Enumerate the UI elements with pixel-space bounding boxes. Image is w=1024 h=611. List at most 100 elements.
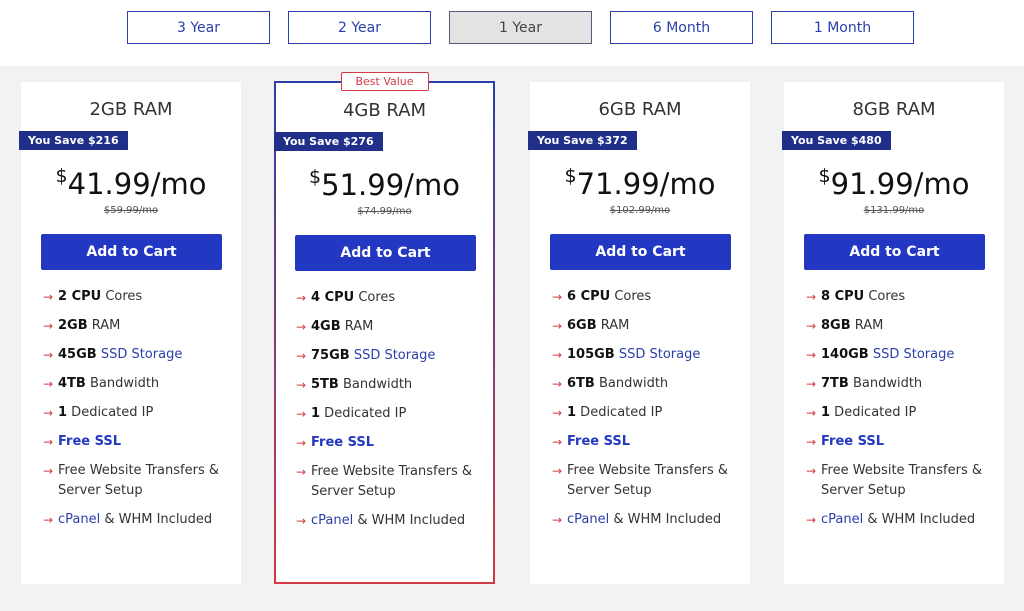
add-to-cart-button[interactable]: Add to Cart <box>804 234 985 270</box>
feature-label: Dedicated IP <box>576 405 663 420</box>
feature-value: 1 <box>567 405 577 420</box>
feature-label: Cores <box>864 289 906 304</box>
feature-value: 1 <box>311 406 321 421</box>
period-tab-6-month[interactable]: 6 Month <box>610 11 753 44</box>
feature-cpu: → 2 CPU Cores <box>43 287 231 307</box>
feature-transfers: → Free Website Transfers & Server Setup <box>552 461 740 501</box>
currency-symbol: $ <box>55 165 68 187</box>
arrow-right-icon: → <box>43 290 54 304</box>
arrow-right-icon: → <box>552 377 563 391</box>
period-tab-1-month[interactable]: 1 Month <box>771 11 914 44</box>
period-tab-2-year[interactable]: 2 Year <box>288 11 431 44</box>
arrow-right-icon: → <box>552 290 563 304</box>
feature-cpu: → 8 CPU Cores <box>806 287 994 307</box>
feature-ram: → 4GB RAM <box>296 317 483 337</box>
feature-value: 2GB <box>58 318 88 333</box>
price-amount: 51.99 <box>321 168 405 202</box>
savings-badge: You Save $372 <box>528 131 637 150</box>
arrow-right-icon: → <box>296 349 307 363</box>
feature-label: & WHM Included <box>863 512 976 527</box>
feature-dedicated-ip: → 1 Dedicated IP <box>552 403 740 423</box>
arrow-right-icon: → <box>296 407 307 421</box>
feature-list: → 6 CPU Cores → 6GB RAM → 105GB SSD Storage… <box>552 287 740 539</box>
ssd-storage-link[interactable]: SSD Storage <box>353 348 436 363</box>
add-to-cart-button[interactable]: Add to Cart <box>550 234 731 270</box>
arrow-right-icon: → <box>552 513 563 527</box>
period-tab-3-year[interactable]: 3 Year <box>127 11 270 44</box>
feature-label: & WHM Included <box>609 512 722 527</box>
arrow-right-icon: → <box>806 406 817 420</box>
arrow-right-icon: → <box>552 464 563 478</box>
feature-dedicated-ip: → 1 Dedicated IP <box>296 404 483 424</box>
arrow-right-icon: → <box>552 435 563 449</box>
feature-bandwidth: → 5TB Bandwidth <box>296 375 483 395</box>
free-ssl-link[interactable]: Free SSL <box>567 434 631 449</box>
feature-value: 7TB <box>821 376 849 391</box>
arrow-right-icon: → <box>43 377 54 391</box>
feature-label: Free Website Transfers & Server Setup <box>311 464 472 499</box>
cpanel-link[interactable]: cPanel <box>58 512 101 527</box>
feature-storage: → 45GB SSD Storage <box>43 345 231 365</box>
original-price: $74.99/mo <box>357 206 412 217</box>
arrow-right-icon: → <box>806 464 817 478</box>
cpanel-link[interactable]: cPanel <box>567 512 610 527</box>
feature-transfers: → Free Website Transfers & Server Setup <box>43 461 231 501</box>
cpanel-link[interactable]: cPanel <box>821 512 864 527</box>
plan-card: 6GB RAM You Save $372 $71.99/mo $102.99/… <box>528 82 750 584</box>
feature-storage: → 105GB SSD Storage <box>552 345 740 365</box>
plan-card: 2GB RAM You Save $216 $41.99/mo $59.99/m… <box>19 82 241 584</box>
plan-card: 8GB RAM You Save $480 $91.99/mo $131.99/… <box>782 82 1004 584</box>
price-amount: 41.99 <box>67 167 151 201</box>
feature-cpu: → 6 CPU Cores <box>552 287 740 307</box>
feature-dedicated-ip: → 1 Dedicated IP <box>43 403 231 423</box>
feature-label: & WHM Included <box>353 513 466 528</box>
price-period: /mo <box>659 167 716 201</box>
arrow-right-icon: → <box>806 377 817 391</box>
plan-title: 2GB RAM <box>89 99 173 120</box>
price: $91.99/mo <box>784 165 1004 201</box>
feature-value: 2 CPU <box>58 289 102 304</box>
feature-label: Bandwidth <box>338 377 413 392</box>
savings-badge: You Save $216 <box>19 131 128 150</box>
cpanel-link[interactable]: cPanel <box>311 513 354 528</box>
price-amount: 71.99 <box>576 167 660 201</box>
ssd-storage-link[interactable]: SSD Storage <box>100 347 183 362</box>
plan-title: 4GB RAM <box>342 100 427 121</box>
feature-bandwidth: → 4TB Bandwidth <box>43 374 231 394</box>
free-ssl-link[interactable]: Free SSL <box>58 434 122 449</box>
price-period: /mo <box>913 167 970 201</box>
price-amount: 91.99 <box>830 167 914 201</box>
feature-cpanel: → cPanel & WHM Included <box>43 510 231 530</box>
arrow-right-icon: → <box>806 348 817 362</box>
currency-symbol: $ <box>309 166 322 188</box>
add-to-cart-button[interactable]: Add to Cart <box>41 234 222 270</box>
ssd-storage-link[interactable]: SSD Storage <box>618 347 701 362</box>
feature-value: 105GB <box>567 347 615 362</box>
feature-ssl: → Free SSL <box>552 432 740 452</box>
feature-list: → 8 CPU Cores → 8GB RAM → 140GB SSD Storage… <box>806 287 994 539</box>
arrow-right-icon: → <box>43 348 54 362</box>
arrow-right-icon: → <box>296 320 307 334</box>
feature-cpu: → 4 CPU Cores <box>296 288 483 308</box>
feature-list: → 2 CPU Cores → 2GB RAM → 45GB SSD Storage … <box>43 287 231 539</box>
arrow-right-icon: → <box>296 436 307 450</box>
feature-value: 8GB <box>821 318 851 333</box>
free-ssl-link[interactable]: Free SSL <box>821 434 885 449</box>
price-period: /mo <box>150 167 207 201</box>
free-ssl-link[interactable]: Free SSL <box>311 435 375 450</box>
feature-label: Dedicated IP <box>320 406 407 421</box>
feature-label: Cores <box>101 289 143 304</box>
feature-cpanel: → cPanel & WHM Included <box>806 510 994 530</box>
arrow-right-icon: → <box>296 378 307 392</box>
feature-label: Cores <box>610 289 652 304</box>
period-tab-1-year[interactable]: 1 Year <box>449 11 592 44</box>
add-to-cart-button[interactable]: Add to Cart <box>295 235 476 271</box>
arrow-right-icon: → <box>806 290 817 304</box>
ssd-storage-link[interactable]: SSD Storage <box>872 347 955 362</box>
arrow-right-icon: → <box>552 348 563 362</box>
feature-ram: → 2GB RAM <box>43 316 231 336</box>
feature-transfers: → Free Website Transfers & Server Setup <box>296 462 483 502</box>
plan-card-featured: Best Value 4GB RAM You Save $276 $51.99/… <box>274 72 495 584</box>
feature-ssl: → Free SSL <box>43 432 231 452</box>
arrow-right-icon: → <box>806 435 817 449</box>
